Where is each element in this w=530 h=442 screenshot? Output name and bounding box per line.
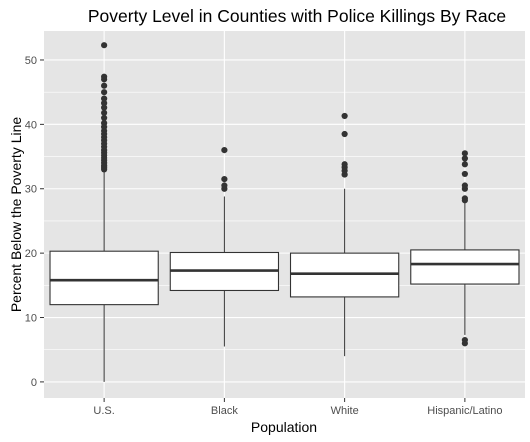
outlier-point <box>341 161 348 168</box>
x-tick-label: Black <box>211 405 238 417</box>
outlier-point <box>101 100 108 107</box>
outlier-point <box>341 130 348 138</box>
y-tick-label: 40 <box>25 119 37 131</box>
x-tick-label: Hispanic/Latino <box>427 405 502 417</box>
y-tick-label: 30 <box>25 184 37 196</box>
y-tick-label: 50 <box>25 55 37 67</box>
outlier-point <box>101 114 108 122</box>
box-group <box>289 112 400 357</box>
box-series <box>49 42 520 382</box>
y-tick-label: 20 <box>25 248 37 260</box>
outlier-point <box>461 336 468 344</box>
y-tick-label: 10 <box>25 313 37 325</box>
box-group <box>410 150 520 347</box>
outlier-point <box>341 112 348 120</box>
outlier-point <box>461 150 468 157</box>
outlier-point <box>101 89 108 96</box>
box-group <box>49 42 159 382</box>
plot-panel <box>44 31 525 398</box>
outlier-point <box>101 95 108 102</box>
outlier-point <box>101 104 108 111</box>
outlier-point <box>221 175 228 183</box>
box-group <box>169 147 280 347</box>
x-tick-label: U.S. <box>93 405 114 417</box>
outlier-point <box>101 42 108 49</box>
outlier-point <box>461 195 468 202</box>
outlier-point <box>101 119 108 127</box>
chart-title: Poverty Level in Counties with Police Ki… <box>88 6 506 26</box>
outlier-point <box>101 109 108 116</box>
outlier-point <box>101 82 108 89</box>
x-axis-ticks: U.S. Black White Hispanic/Latino <box>93 398 502 417</box>
outlier-point <box>221 182 228 189</box>
x-axis-title: Population <box>251 419 317 435</box>
outlier-point <box>461 170 468 178</box>
outlier-point <box>461 155 468 162</box>
x-tick-label: White <box>331 405 359 417</box>
y-axis-ticks: 0 10 20 30 40 50 <box>25 55 44 389</box>
outlier-point <box>461 182 468 189</box>
box <box>410 249 520 285</box>
outlier-point <box>221 147 228 154</box>
outlier-point <box>461 161 468 168</box>
box <box>49 250 159 306</box>
outlier-point <box>101 73 108 80</box>
y-tick-label: 0 <box>31 377 37 389</box>
y-axis-title: Percent Below the Poverty Line <box>8 117 24 313</box>
